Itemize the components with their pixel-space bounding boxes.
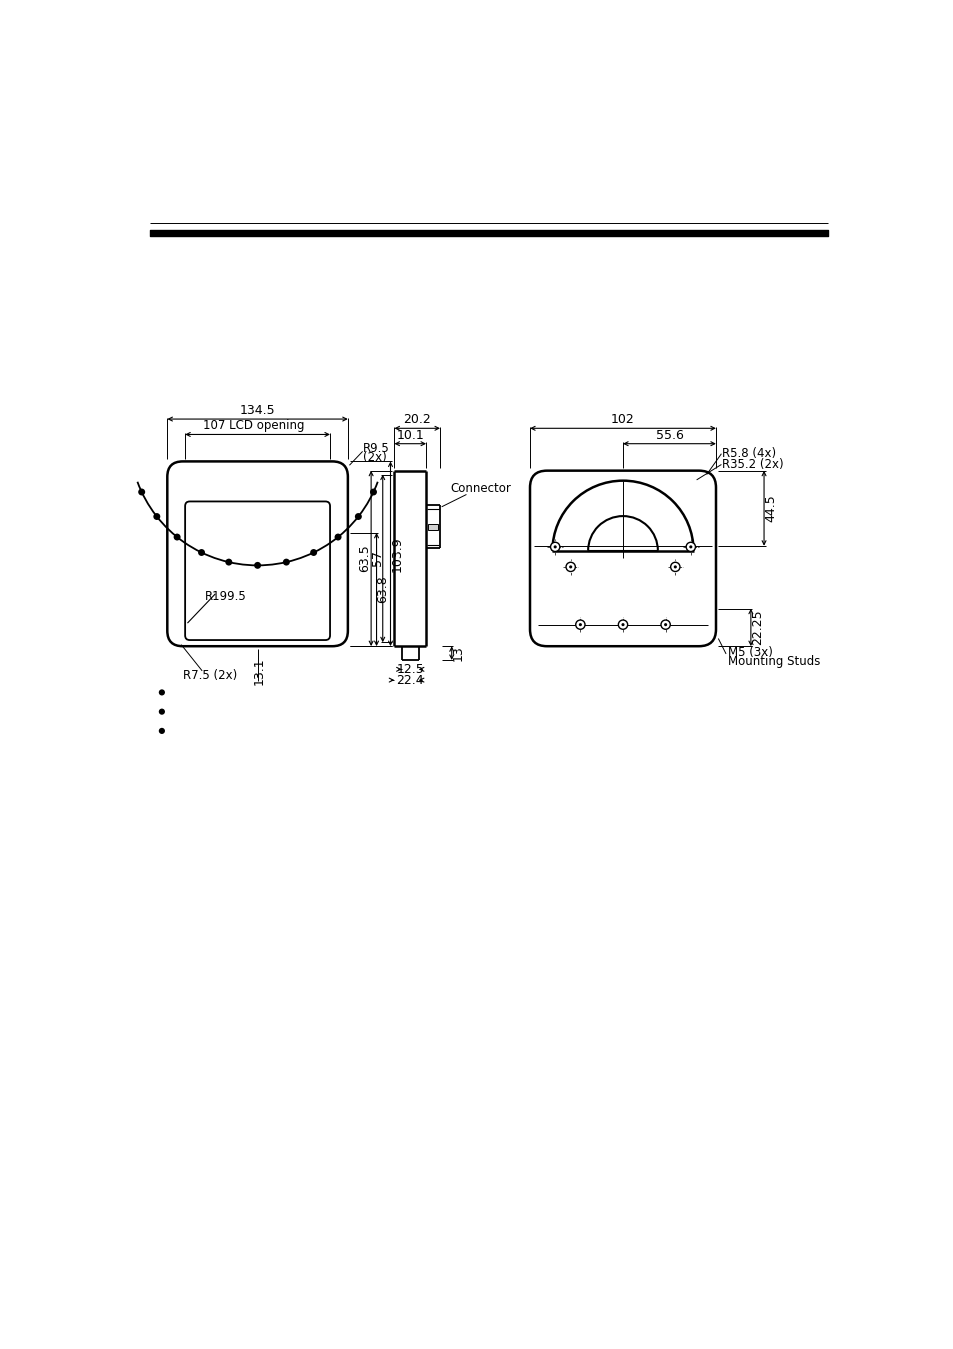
Text: 13.1: 13.1 [253, 658, 265, 685]
Text: 134.5: 134.5 [239, 405, 275, 417]
Circle shape [335, 534, 341, 541]
Text: R35.2 (2x): R35.2 (2x) [721, 459, 783, 471]
FancyBboxPatch shape [530, 471, 716, 646]
Text: R199.5: R199.5 [204, 590, 246, 603]
Text: 22.25: 22.25 [751, 610, 763, 645]
Text: R7.5 (2x): R7.5 (2x) [183, 669, 236, 683]
Circle shape [620, 623, 624, 626]
Circle shape [578, 623, 581, 626]
Text: R5.8 (4x): R5.8 (4x) [721, 448, 776, 460]
Circle shape [158, 689, 165, 696]
Text: 57: 57 [371, 550, 383, 567]
Text: (2x): (2x) [363, 451, 387, 464]
Circle shape [685, 542, 695, 552]
Circle shape [355, 513, 361, 519]
Text: 13: 13 [451, 645, 464, 661]
Circle shape [565, 563, 575, 572]
Circle shape [173, 534, 180, 541]
Circle shape [283, 558, 290, 565]
FancyBboxPatch shape [185, 502, 330, 639]
FancyBboxPatch shape [167, 461, 348, 646]
Circle shape [663, 623, 666, 626]
Circle shape [158, 708, 165, 715]
Text: 12.5: 12.5 [396, 662, 424, 676]
Text: 107 LCD opening: 107 LCD opening [203, 420, 304, 433]
Circle shape [370, 488, 376, 495]
Text: 44.5: 44.5 [763, 494, 777, 522]
Circle shape [660, 621, 670, 629]
Circle shape [225, 558, 233, 565]
Text: 102: 102 [611, 413, 634, 426]
Text: 63.5: 63.5 [357, 545, 371, 572]
Circle shape [550, 542, 559, 552]
Circle shape [553, 545, 557, 549]
Circle shape [569, 565, 572, 568]
Circle shape [673, 565, 676, 568]
Text: 20.2: 20.2 [403, 413, 431, 426]
Circle shape [575, 621, 584, 629]
Text: 55.6: 55.6 [655, 429, 682, 441]
Text: 10.1: 10.1 [396, 429, 424, 441]
Circle shape [670, 563, 679, 572]
Circle shape [153, 513, 160, 519]
Circle shape [618, 621, 627, 629]
Circle shape [688, 545, 692, 549]
Text: Mounting Studs: Mounting Studs [727, 656, 820, 668]
Text: 103.9: 103.9 [391, 536, 403, 572]
Text: 22.4: 22.4 [396, 673, 424, 687]
Circle shape [198, 549, 205, 556]
Circle shape [310, 549, 316, 556]
Text: Connector: Connector [450, 482, 510, 495]
Circle shape [158, 728, 165, 734]
Bar [428, 523, 437, 530]
Text: M5 (3x): M5 (3x) [727, 646, 772, 658]
Circle shape [253, 563, 261, 569]
Circle shape [138, 488, 145, 495]
Text: R9.5: R9.5 [363, 442, 390, 455]
Text: 63.8: 63.8 [375, 576, 389, 603]
